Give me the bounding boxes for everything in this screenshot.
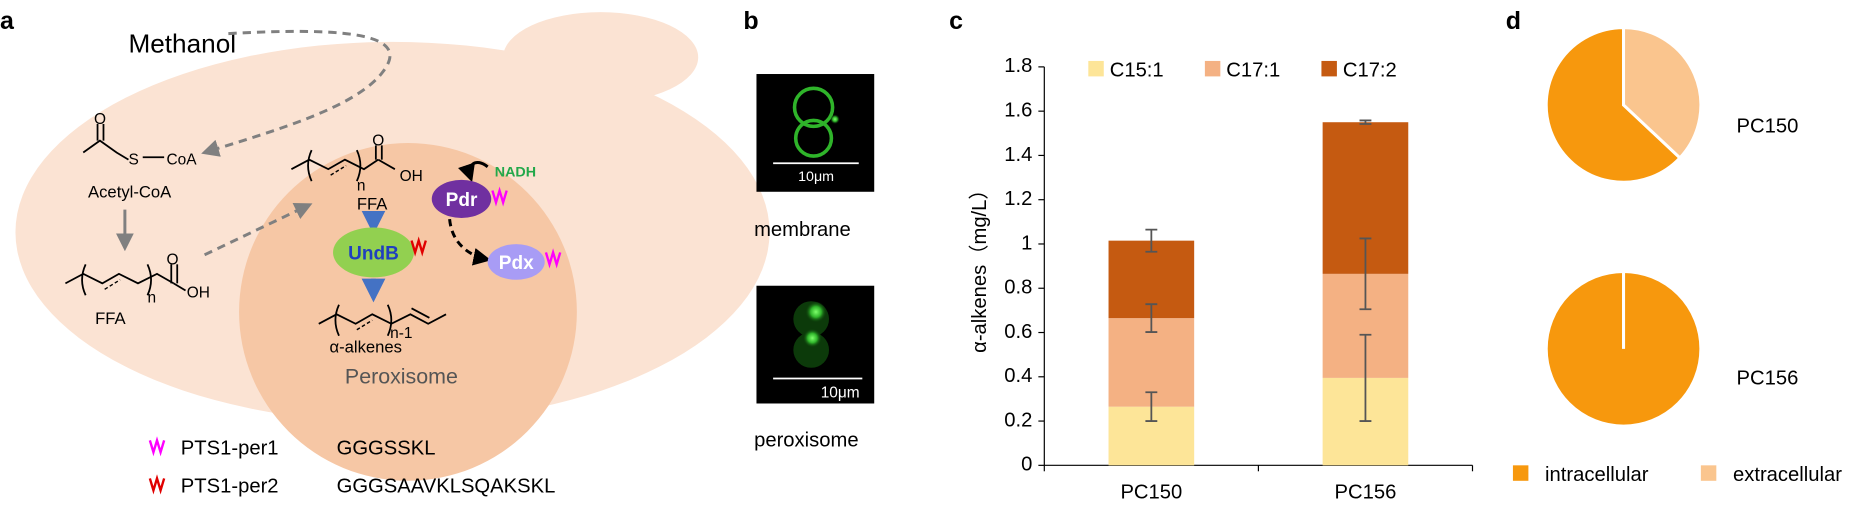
- panel-label: d: [1506, 7, 1521, 35]
- compound-label: α-alkenes: [329, 337, 402, 356]
- y-tick-label: 1.2: [1004, 188, 1032, 210]
- arrow: [203, 202, 313, 257]
- scale-label: 10μm: [798, 169, 834, 185]
- legend-label: extracellular: [1733, 464, 1842, 486]
- compound-label: FFA: [95, 309, 126, 328]
- error-bar: [1359, 237, 1372, 311]
- cofactor: NADH: [495, 164, 536, 180]
- y-tick-label: 1.8: [1004, 55, 1032, 77]
- alkene-structure: n-1 α-alkenes: [318, 304, 447, 356]
- pie-slice: [1544, 26, 1683, 184]
- arrow: [201, 29, 392, 157]
- pie-label: PC156: [1737, 367, 1799, 389]
- y-tick-label: 0.8: [1004, 277, 1032, 299]
- micrograph: 10μm: [756, 285, 875, 404]
- panel-label: c: [949, 7, 963, 35]
- tag-icon: [148, 474, 166, 495]
- tag-sequence: GGGSAAVKLSQAKSKL: [337, 476, 556, 498]
- tag-icon: [544, 248, 562, 269]
- panel-label: b: [743, 7, 758, 35]
- arrow: [458, 161, 489, 183]
- y-tick-label: 0.2: [1004, 409, 1032, 431]
- micrograph: 10μm: [756, 74, 875, 192]
- legend-swatch: [1088, 60, 1104, 77]
- scale-label: 10μm: [821, 385, 860, 402]
- enzyme: [431, 179, 492, 218]
- atom: n-1: [390, 325, 412, 342]
- atom: OH: [400, 168, 423, 185]
- error-bar: [1359, 333, 1372, 422]
- tag-icon: [148, 436, 166, 457]
- legend-swatch: [1321, 60, 1337, 77]
- acetyl-coa-structure: O S CoA Acetyl-CoA: [82, 111, 198, 202]
- enzyme-label: Pdr: [446, 190, 478, 211]
- legend-swatch: [1204, 60, 1221, 77]
- tag-name: PTS1-per1: [181, 438, 279, 460]
- error-bar: [1145, 391, 1158, 422]
- tag-sequence: GGGSSKL: [337, 438, 436, 460]
- atom: OH: [187, 285, 210, 302]
- enzyme-label: Pdx: [499, 253, 534, 274]
- y-tick-label: 0.4: [1004, 365, 1032, 387]
- legend-swatch: [1512, 465, 1529, 481]
- organelle-label: Peroxisome: [345, 364, 458, 388]
- pie-label: PC150: [1737, 115, 1799, 137]
- atom: S: [128, 151, 138, 168]
- legend-label: C17:2: [1343, 59, 1397, 81]
- ffa-structure: O OH n FFA: [64, 251, 210, 328]
- y-axis-title: α-alkenes（mg/L）: [968, 179, 991, 353]
- y-tick-label: 0: [1021, 454, 1032, 476]
- y-tick-label: 1: [1021, 232, 1032, 254]
- compound-label: FFA: [357, 195, 388, 214]
- enzyme: [487, 244, 545, 280]
- tag-icon: [491, 186, 508, 207]
- x-tick-label: PC150: [1120, 482, 1182, 504]
- panel-label: a: [0, 7, 15, 35]
- atom: n: [357, 178, 366, 195]
- peroxisome-body: [239, 143, 577, 481]
- legend-swatch: [1700, 465, 1717, 481]
- tag-icon: [410, 236, 427, 257]
- x-tick-label: PC156: [1335, 482, 1397, 504]
- pie-slice: [1622, 26, 1703, 160]
- legend-label: C17:1: [1226, 59, 1280, 81]
- caption: membrane: [754, 219, 851, 241]
- cell-diagram: Methanol O S CoA Acetyl-CoA O OH n FFA: [15, 12, 770, 481]
- arrow: [448, 218, 492, 266]
- atom: CoA: [167, 151, 198, 168]
- atom: O: [94, 111, 106, 128]
- tag-name: PTS1-per2: [181, 476, 279, 498]
- compound-label: Acetyl-CoA: [88, 183, 172, 202]
- methanol: Methanol: [128, 29, 236, 59]
- atom: O: [167, 251, 179, 268]
- error-bar: [1145, 303, 1158, 333]
- atom: O: [372, 132, 384, 149]
- error-bar: [1145, 228, 1158, 253]
- enzyme-label: UndB: [348, 244, 399, 265]
- enzyme: [333, 227, 414, 278]
- y-tick-label: 0.6: [1004, 321, 1032, 343]
- ffa-structure: O OH n FFA: [290, 132, 423, 214]
- caption: peroxisome: [754, 429, 859, 451]
- atom: n: [147, 289, 156, 306]
- error-bar: [1359, 119, 1372, 125]
- legend-label: intracellular: [1545, 464, 1649, 486]
- y-tick-label: 1.4: [1004, 144, 1032, 166]
- legend-label: C15:1: [1110, 59, 1164, 81]
- y-tick-label: 1.6: [1004, 99, 1032, 121]
